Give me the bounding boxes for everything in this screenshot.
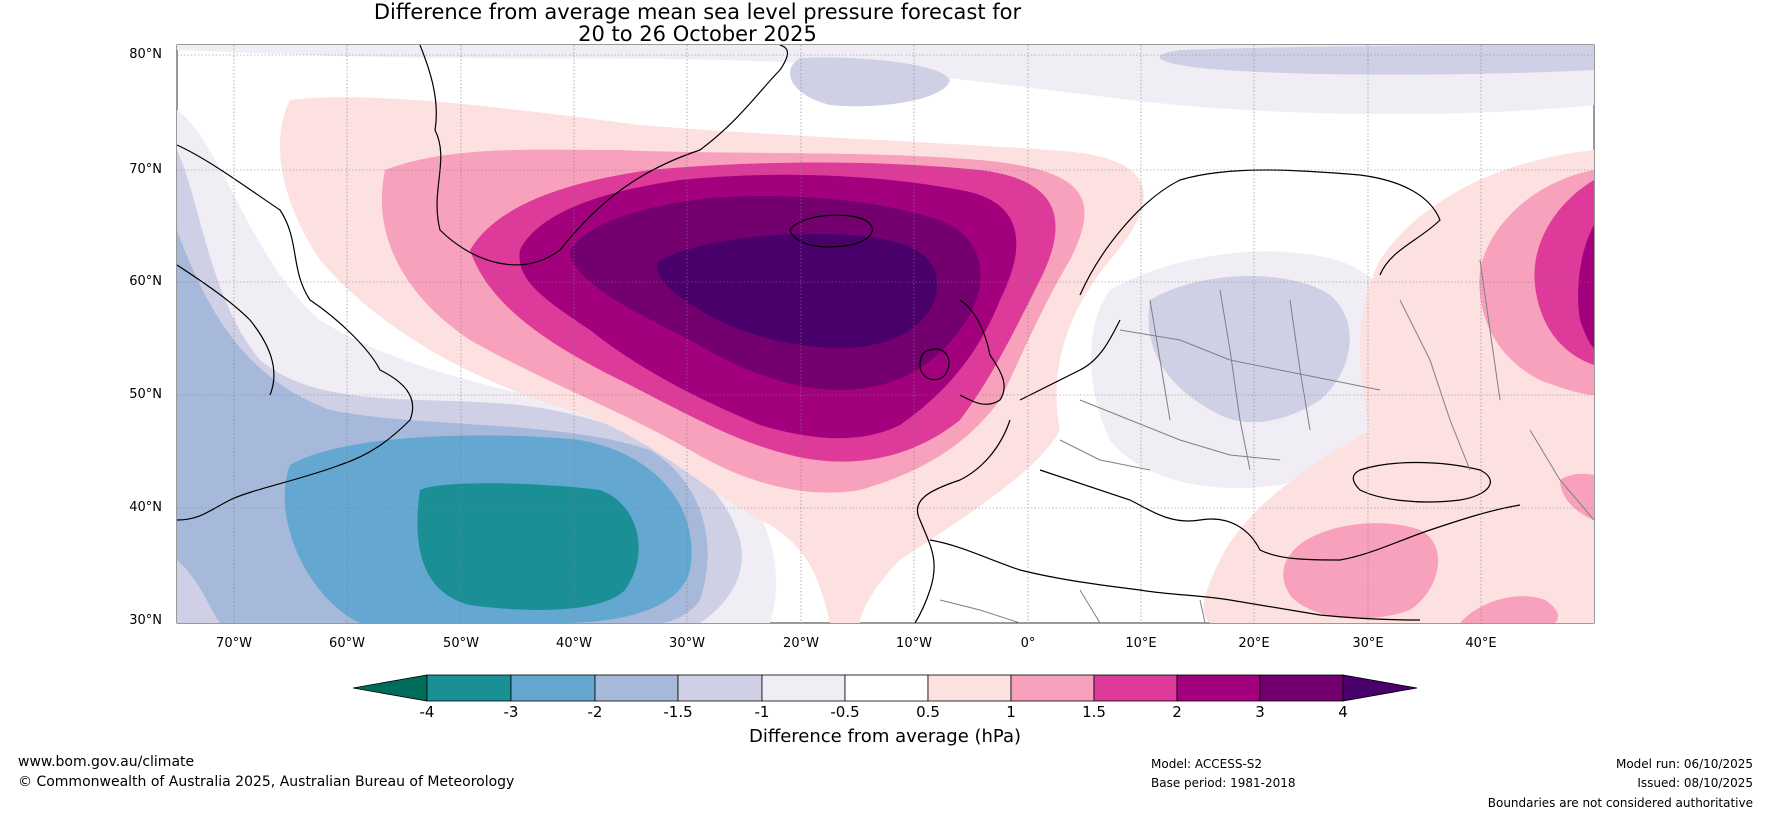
black-sea-coast	[1352, 461, 1491, 503]
colorbar-tick-label: 4	[1338, 703, 1348, 721]
colorbar-segment	[677, 674, 763, 702]
copyright-text: © Commonwealth of Australia 2025, Austra…	[18, 774, 515, 790]
colorbar-tick-label: 1	[1006, 703, 1016, 721]
model-run-date: Model run: 06/10/2025	[1615, 757, 1753, 771]
colorbar-segment	[510, 674, 596, 702]
colorbar-tick-label: 3	[1255, 703, 1265, 721]
map-title-line-1: Difference from average mean sea level p…	[373, 0, 1022, 24]
lon-label: 40°E	[1465, 636, 1497, 651]
contour-east-pos-2	[1578, 225, 1594, 348]
contour-east-pos-1.5	[1534, 180, 1594, 365]
country-borders	[939, 259, 1594, 623]
colorbar-tick-label: -1.5	[663, 703, 693, 721]
coastlines	[177, 45, 1521, 623]
contour-med-pos-1b	[1460, 596, 1558, 623]
colorbar	[352, 674, 1418, 702]
border-lines-europe	[1059, 289, 1381, 471]
colorbar-segment	[927, 674, 1012, 702]
colorbar-tick-label: -1	[754, 703, 770, 721]
graticule	[177, 45, 1594, 623]
colorbar-segment	[1093, 674, 1178, 702]
issued-date: Issued: 08/10/2025	[1637, 776, 1753, 790]
lat-label: 70°N	[129, 162, 162, 177]
colorbar-tick-label: -3	[503, 703, 519, 721]
colorbar-tick-label: -4	[419, 703, 435, 721]
lon-label: 70°W	[216, 636, 252, 651]
lon-label: 10°E	[1125, 636, 1157, 651]
contour-northeast-neg	[1159, 45, 1594, 75]
colorbar-label: Difference from average (hPa)	[748, 726, 1022, 747]
lat-label: 40°N	[129, 500, 162, 515]
lon-label: 30°W	[669, 636, 705, 651]
contour-southeast-pos	[1560, 473, 1594, 520]
north-america-coast	[177, 144, 414, 521]
model-name: Model: ACCESS-S2	[1151, 757, 1263, 771]
lon-label: 10°W	[896, 636, 932, 651]
contour-west-neg-5	[417, 483, 639, 610]
website-link[interactable]: www.bom.gov.au/climate	[18, 754, 195, 770]
lon-label: 0°	[1020, 636, 1036, 651]
lat-label: 80°N	[129, 47, 162, 62]
colorbar-max-arrow	[1342, 674, 1418, 702]
greenland-coast	[419, 45, 789, 266]
lon-label: 60°W	[329, 636, 365, 651]
colorbar-segment	[761, 674, 846, 702]
map-title-line-2: 20 to 26 October 2025	[578, 22, 817, 46]
lon-label: 50°W	[443, 636, 479, 651]
contour-north-neg-2	[790, 57, 950, 107]
labrador-coast	[177, 264, 275, 396]
contour-med-pos-1	[1283, 523, 1439, 619]
colorbar-segment	[426, 674, 512, 702]
colorbar-tick-label: -0.5	[830, 703, 860, 721]
contour-europe-neg-2	[1148, 276, 1350, 423]
lon-label: 20°W	[783, 636, 819, 651]
lat-label: 60°N	[129, 274, 162, 289]
colorbar-min-arrow	[352, 674, 428, 702]
colorbar-tick-label: 0.5	[916, 703, 940, 721]
colorbar-segment	[1259, 674, 1344, 702]
colorbar-tick-label: 1.5	[1082, 703, 1106, 721]
colorbar-segment	[844, 674, 929, 702]
lat-label: 50°N	[129, 387, 162, 402]
contour-west-neg-soft	[177, 560, 220, 623]
british-isles-coast	[919, 299, 1005, 405]
anomaly-contours	[177, 45, 1594, 623]
colorbar-segment	[1010, 674, 1095, 702]
colorbar-segment	[594, 674, 679, 702]
lat-label: 30°N	[129, 613, 162, 628]
colorbar-tick-label: -2	[587, 703, 603, 721]
border-lines-africa	[939, 589, 1206, 623]
boundaries-disclaimer: Boundaries are not considered authoritat…	[1487, 796, 1753, 810]
base-period: Base period: 1981-2018	[1151, 776, 1296, 790]
contour-pos-4	[656, 233, 938, 349]
colorbar-tick-label: 2	[1172, 703, 1182, 721]
lon-label: 40°W	[556, 636, 592, 651]
scandinavia-coast	[1079, 169, 1441, 296]
colorbar-segment	[1176, 674, 1261, 702]
lon-label: 30°E	[1352, 636, 1384, 651]
europe-coast	[914, 319, 1521, 623]
border-lines-east	[1399, 259, 1594, 521]
lon-label: 20°E	[1238, 636, 1270, 651]
africa-coast	[929, 539, 1421, 621]
iceland-coast	[789, 214, 873, 248]
